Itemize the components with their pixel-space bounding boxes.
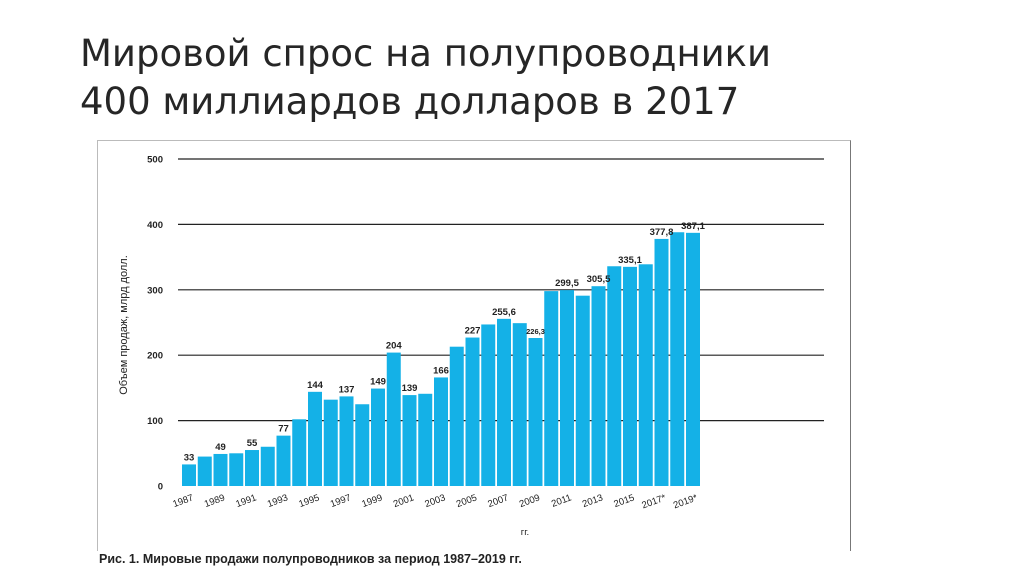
bar bbox=[339, 396, 354, 486]
y-tick-label: 400 bbox=[147, 220, 163, 231]
bar bbox=[591, 286, 606, 486]
bar bbox=[355, 404, 370, 486]
bar bbox=[497, 318, 511, 486]
bar bbox=[449, 346, 464, 486]
x-tick-label: 1987 bbox=[171, 492, 195, 510]
figure-caption: Рис. 1. Мировые продажи полупроводников … bbox=[99, 552, 522, 566]
bar bbox=[308, 391, 322, 486]
bar bbox=[323, 399, 338, 486]
bar bbox=[386, 352, 401, 486]
bar bbox=[197, 456, 212, 486]
x-tick-label: 1995 bbox=[297, 492, 321, 510]
y-tick-label: 100 bbox=[147, 416, 163, 427]
slide-title-line2: 400 миллиардов долларов в 2017 bbox=[80, 80, 740, 123]
x-tick-label: 2011 bbox=[550, 492, 573, 509]
data-label: 33 bbox=[184, 452, 195, 463]
semiconductor-sales-chart: 0 100 200 300 400 500 33 49 55 77 144 137 149 204 139 1… bbox=[118, 155, 824, 538]
data-label: 387,1 bbox=[681, 221, 705, 232]
bar bbox=[544, 291, 559, 486]
data-label: 255,6 bbox=[492, 307, 516, 318]
data-label: 335,1 bbox=[618, 255, 642, 266]
data-label: 166 bbox=[433, 365, 449, 376]
caption-prefix: Рис. 1. bbox=[99, 552, 140, 566]
y-tick-label: 200 bbox=[147, 351, 163, 362]
bar bbox=[481, 324, 496, 486]
y-tick-label: 500 bbox=[147, 155, 163, 166]
slide-title-line1: Мировой спрос на полупроводники bbox=[80, 32, 772, 75]
caption-text: Мировые продажи полупроводников за перио… bbox=[142, 552, 522, 566]
bar bbox=[418, 393, 433, 486]
bar bbox=[402, 395, 417, 486]
data-label: 377,8 bbox=[650, 227, 674, 238]
data-label: 299,5 bbox=[555, 278, 579, 289]
data-label: 137 bbox=[339, 384, 355, 395]
y-tick-label: 300 bbox=[147, 285, 163, 296]
x-tick-label: 2003 bbox=[423, 492, 447, 510]
bar bbox=[276, 435, 291, 486]
x-tick-label: 1993 bbox=[266, 492, 290, 510]
x-tick-label: 1999 bbox=[360, 492, 384, 510]
bar bbox=[654, 238, 669, 486]
y-axis-label: Объем продаж, млрд долл. bbox=[118, 255, 130, 395]
bar bbox=[670, 232, 685, 486]
bar bbox=[245, 450, 259, 486]
data-label: 49 bbox=[215, 442, 226, 453]
data-label: 227 bbox=[465, 326, 481, 337]
bar bbox=[465, 337, 480, 486]
bar bbox=[434, 377, 448, 486]
bar bbox=[260, 446, 275, 486]
x-tick-label: 1997 bbox=[329, 492, 353, 510]
bar bbox=[371, 388, 385, 486]
slide-title: Мировой спрос на полупроводники 400 милл… bbox=[80, 30, 771, 126]
x-tick-label: 2007 bbox=[486, 492, 510, 510]
x-tick-label: 2015 bbox=[612, 492, 636, 510]
data-label: 55 bbox=[247, 438, 258, 449]
x-tick-label: 2013 bbox=[581, 492, 605, 510]
bar bbox=[229, 453, 244, 486]
data-label: 226,3 bbox=[526, 327, 545, 336]
x-tick-label: 2001 bbox=[392, 492, 416, 510]
x-axis-label: гг. bbox=[521, 527, 529, 538]
bar bbox=[528, 337, 543, 486]
data-label: 139 bbox=[402, 383, 418, 394]
x-tick-label: 2017* bbox=[640, 492, 667, 511]
bar bbox=[213, 453, 228, 486]
bar bbox=[638, 264, 653, 486]
x-tick-label: 1989 bbox=[203, 492, 227, 510]
data-label: 144 bbox=[307, 380, 324, 391]
bar bbox=[607, 266, 622, 486]
data-label: 305,5 bbox=[587, 274, 611, 285]
chart-panel bbox=[97, 140, 851, 551]
data-label: 149 bbox=[370, 377, 386, 388]
data-label: 77 bbox=[278, 424, 289, 435]
bar bbox=[292, 419, 307, 486]
x-tick-label: 2005 bbox=[455, 492, 479, 510]
x-tick-label: 2009 bbox=[518, 492, 542, 510]
bar bbox=[182, 464, 196, 486]
bar bbox=[512, 323, 527, 486]
x-tick-label: 2019* bbox=[672, 492, 699, 511]
bar bbox=[560, 290, 574, 486]
bar bbox=[623, 266, 637, 486]
data-label: 204 bbox=[386, 341, 403, 352]
bar bbox=[575, 295, 590, 486]
y-tick-label: 0 bbox=[158, 482, 163, 493]
bar bbox=[686, 232, 700, 486]
x-tick-label: 1991 bbox=[234, 492, 258, 510]
